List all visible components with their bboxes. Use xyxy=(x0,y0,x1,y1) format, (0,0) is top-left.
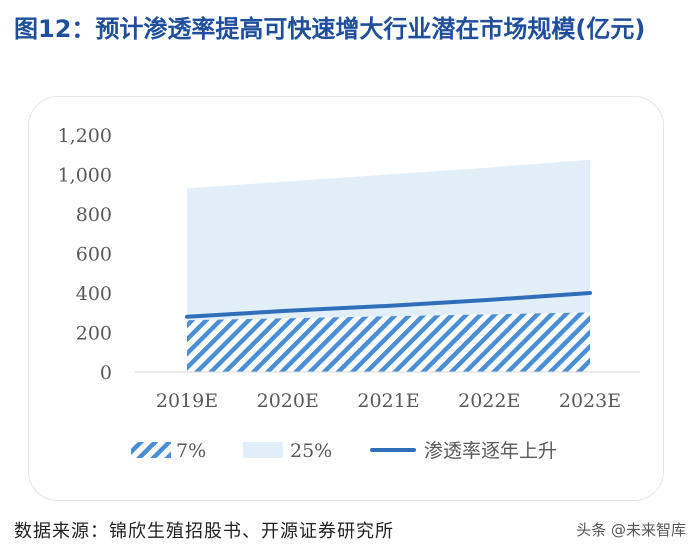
series-penetration-line xyxy=(185,291,592,319)
y-tick-label: 600 xyxy=(76,244,112,266)
figure-title: 图12：预计渗透率提高可快速增大行业潜在市场规模(亿元) xyxy=(14,15,646,43)
legend-swatch-7pct xyxy=(131,442,171,458)
source-note: 数据来源：锦欣生殖招股书、开源证券研究所 xyxy=(14,521,394,542)
legend-swatch-25pct xyxy=(243,442,283,458)
legend-label-7pct: 7% xyxy=(176,440,206,462)
x-tick-label: 2020E xyxy=(257,390,319,412)
watermark: 头条 @未来智库 xyxy=(576,521,686,539)
x-tick-label: 2022E xyxy=(458,390,520,412)
series-7pct-hatched-area xyxy=(187,312,590,372)
y-tick-label: 800 xyxy=(76,204,112,226)
y-tick-label: 0 xyxy=(100,362,112,384)
x-tick-label: 2021E xyxy=(357,390,419,412)
y-tick-label: 1,000 xyxy=(58,165,112,187)
legend-label-25pct: 25% xyxy=(290,440,332,462)
y-tick-label: 400 xyxy=(76,283,112,305)
legend-label-line: 渗透率逐年上升 xyxy=(424,440,557,462)
y-tick-label: 1,200 xyxy=(58,125,112,147)
x-tick-label: 2019E xyxy=(156,390,218,412)
y-tick-label: 200 xyxy=(76,323,112,345)
x-tick-label: 2023E xyxy=(559,390,621,412)
